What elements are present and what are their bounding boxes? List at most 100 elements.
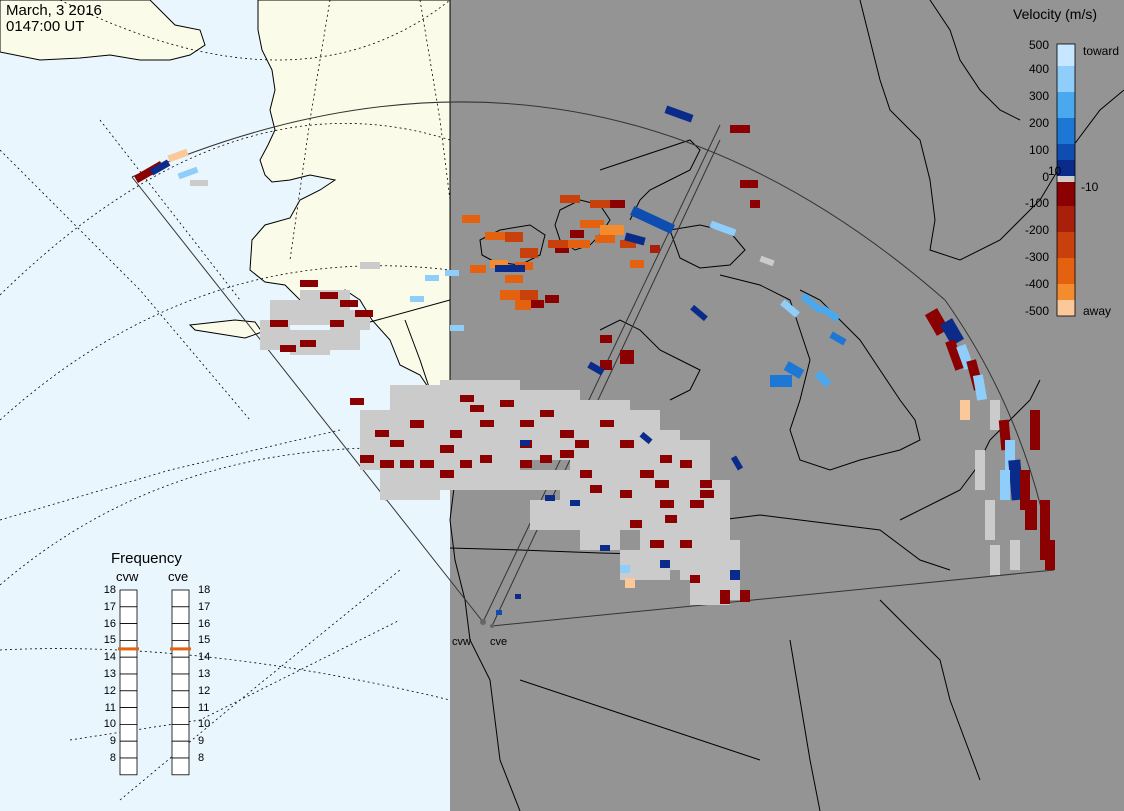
frequency-level-right: 12 <box>198 684 211 697</box>
scatter-bin <box>520 248 538 258</box>
scatter-bin <box>480 420 494 427</box>
scatter-bin <box>360 262 380 269</box>
scatter-bin <box>340 300 358 307</box>
radar-label-cvw: cvw <box>452 636 471 648</box>
frequency-level-right: 15 <box>198 634 211 647</box>
scatter-bin <box>690 304 708 322</box>
frequency-level-right: 17 <box>198 600 211 613</box>
frequency-cell-cve <box>171 589 190 608</box>
scatter-bin <box>620 490 632 498</box>
scatter-bin <box>500 470 560 490</box>
scatter-bin <box>1010 540 1020 570</box>
scatter-bin <box>540 410 554 417</box>
scatter-bin <box>990 545 1000 575</box>
scatter-bin <box>560 450 574 458</box>
scatter-bin <box>425 275 439 281</box>
velocity-toward-label: toward <box>1083 44 1120 58</box>
radar-site-cvw <box>480 619 486 625</box>
scatter-bin <box>548 240 568 248</box>
scatter-bin <box>690 575 700 583</box>
frequency-cell-cvw <box>119 724 138 742</box>
scatter-bin <box>540 455 552 463</box>
scatter-bin <box>759 255 775 267</box>
scatter-bin <box>630 520 642 528</box>
radar-label-cve: cve <box>490 636 508 648</box>
frequency-level-right: 13 <box>198 668 211 680</box>
scatter-bin <box>520 460 532 468</box>
scatter-bin <box>460 395 474 402</box>
colorbar-toward-5 <box>1057 144 1075 160</box>
day-land-siberia <box>0 0 206 61</box>
scatter-bin <box>600 225 624 235</box>
scatter-bin <box>960 400 970 420</box>
scatter-bin <box>280 345 296 352</box>
frequency-cell-cve <box>171 690 190 708</box>
scatter-bin <box>600 360 612 370</box>
frequency-level-left: 13 <box>103 668 116 680</box>
scatter-bin <box>515 594 521 599</box>
frequency-cell-cvw <box>119 606 138 624</box>
scatter-bin <box>460 460 472 468</box>
scatter-bin <box>780 299 800 318</box>
velocity-tick: 300 <box>1028 89 1049 103</box>
frequency-level-right: 14 <box>198 651 211 664</box>
scatter-bin <box>1040 500 1050 560</box>
scatter-bin <box>660 455 672 463</box>
velocity-tick: 100 <box>1028 143 1049 157</box>
scatter-bin <box>515 300 531 310</box>
scatter-bin <box>450 430 462 438</box>
scatter-bin <box>730 570 740 580</box>
colorbar-toward-4 <box>1057 118 1075 144</box>
colorbar-away-4 <box>1057 258 1075 284</box>
colorbar-away-1 <box>1057 182 1075 206</box>
scatter-bin <box>330 320 344 327</box>
scatter-bin <box>700 490 714 498</box>
frequency-level-left: 16 <box>103 617 116 630</box>
velocity-scale-title: Velocity (m/s) <box>1013 6 1098 22</box>
scatter-bin <box>545 495 555 501</box>
velocity-tick: -500 <box>1024 304 1049 318</box>
scatter-bin <box>320 330 360 350</box>
scatter-bin <box>587 361 605 376</box>
frequency-cell-cvw <box>119 740 138 759</box>
scatter-bin <box>360 455 374 463</box>
scatter-bin <box>600 420 614 427</box>
frequency-level-left: 8 <box>109 752 116 764</box>
scatter-bin <box>545 295 559 303</box>
frequency-level-left: 12 <box>103 684 116 697</box>
scatter-bin <box>500 400 514 407</box>
colorbar-toward-2 <box>1057 66 1075 92</box>
scatter-bin <box>629 205 676 235</box>
frequency-marker-cvw <box>118 647 139 651</box>
scatter-bin <box>440 445 454 453</box>
velocity-away-label: away <box>1083 304 1112 318</box>
scatter-bin <box>495 265 525 272</box>
velocity-tick: -300 <box>1024 250 1049 264</box>
frequency-cell-cve <box>171 673 190 692</box>
scatter-bin <box>167 148 189 163</box>
colorbar-away-2 <box>1057 206 1075 232</box>
scatter-bin <box>730 125 750 133</box>
header-date: March, 3 2016 <box>6 2 102 19</box>
scatter-bin <box>972 374 988 401</box>
scatter-bin <box>350 398 364 405</box>
colorbar-toward-3 <box>1057 92 1075 118</box>
scatter-bin <box>375 430 389 437</box>
colorbar-toward-6 <box>1057 160 1075 176</box>
frequency-level-right: 10 <box>198 718 211 731</box>
frequency-title: Frequency <box>111 550 182 567</box>
scatter-bin <box>270 320 288 327</box>
scatter-bin <box>985 500 995 540</box>
frequency-cell-cvw <box>119 656 138 675</box>
velocity-tick: 200 <box>1028 116 1049 130</box>
scatter-bin <box>149 159 171 176</box>
scatter-bin <box>400 460 414 468</box>
scatter-bin <box>939 318 965 346</box>
scatter-bin <box>1020 470 1030 510</box>
scatter-bin <box>595 235 615 243</box>
scatter-bin <box>720 590 730 604</box>
scatter-bin <box>570 500 580 506</box>
scatter-bin <box>520 290 538 300</box>
scatter-bin <box>750 200 760 208</box>
